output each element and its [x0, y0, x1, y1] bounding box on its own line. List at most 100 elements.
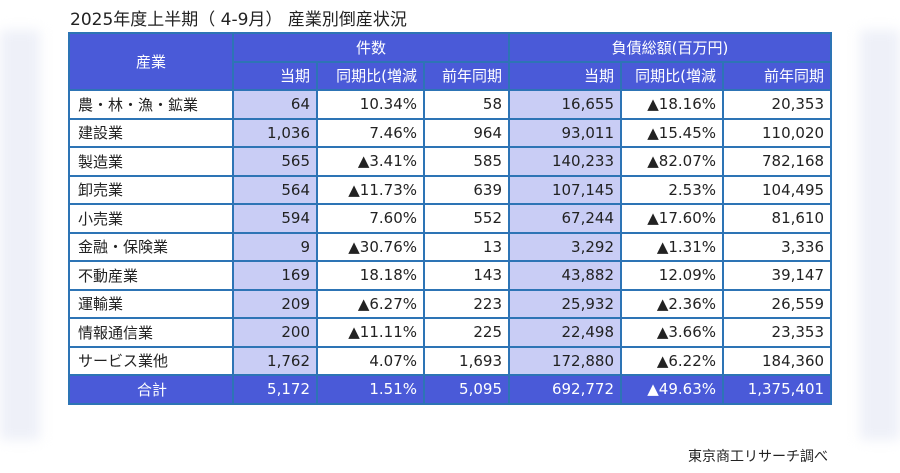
prev-debt-cell: 184,360 [721, 345, 833, 376]
bankruptcy-table: 産業 件数 負債総額(百万円) 当期 同期比(増減 前年同期 当期 同期比(増減 前年同期… [68, 32, 833, 405]
prev-debt-cell: 39,147 [721, 260, 833, 291]
current-count-cell: 564 [232, 174, 318, 205]
prev-debt-cell: 104,495 [721, 174, 833, 205]
industry-cell: 情報通信業 [68, 317, 234, 348]
prev-count-cell: 639 [423, 174, 510, 205]
prev-debt-cell: 1,375,401 [721, 374, 833, 405]
source-note: 東京商工リサーチ調べ [688, 449, 828, 465]
prev-count-cell: 552 [423, 203, 510, 234]
current-debt-cell: 3,292 [508, 231, 622, 262]
current-debt-cell: 93,011 [508, 117, 622, 148]
current-debt-cell: 43,882 [508, 260, 622, 291]
industry-cell: 金融・保険業 [68, 231, 234, 262]
header-prev-debt: 前年同期 [721, 60, 833, 91]
debt-yoy-cell: ▲2.36% [620, 288, 724, 319]
debt-yoy-cell: ▲1.31% [620, 231, 724, 262]
count-yoy-cell: 7.46% [316, 117, 425, 148]
debt-yoy-cell: ▲17.60% [620, 203, 724, 234]
count-yoy-cell: ▲30.76% [316, 231, 425, 262]
prev-count-cell: 223 [423, 288, 510, 319]
header-debt: 負債総額(百万円) [507, 32, 833, 63]
page-title: 2025年度上半期（ 4-9月） 産業別倒産状況 [70, 10, 407, 30]
industry-cell: 卸売業 [68, 174, 234, 205]
current-count-cell: 169 [232, 260, 318, 291]
prev-debt-cell: 782,168 [721, 146, 833, 177]
prev-count-cell: 964 [423, 117, 510, 148]
background-blur-left [0, 30, 40, 440]
background-blur-right [860, 30, 900, 440]
prev-debt-cell: 26,559 [721, 288, 833, 319]
industry-cell: 農・林・漁・鉱業 [68, 89, 234, 120]
prev-count-cell: 143 [423, 260, 510, 291]
current-debt-cell: 22,498 [508, 317, 622, 348]
debt-yoy-cell: 12.09% [620, 260, 724, 291]
total-row: 合計 5,172 1.51% 5,095 692,772 ▲49.63% 1,375,401 [68, 374, 833, 405]
count-yoy-cell: ▲6.27% [316, 288, 425, 319]
debt-yoy-cell: 2.53% [620, 174, 724, 205]
count-yoy-cell: 1.51% [316, 374, 425, 405]
header-prev-count: 前年同期 [423, 60, 510, 91]
count-yoy-cell: 4.07% [316, 345, 425, 376]
count-yoy-cell: 18.18% [316, 260, 425, 291]
table-row: サービス業他 1,762 4.07% 1,693 172,880 ▲6.22% 184,36… [68, 345, 833, 376]
prev-debt-cell: 20,353 [721, 89, 833, 120]
debt-yoy-cell: ▲82.07% [620, 146, 724, 177]
table-row: 不動産業 169 18.18% 143 43,882 12.09% 39,147 [68, 260, 833, 291]
header-count-yoy: 同期比(増減 [316, 60, 425, 91]
prev-debt-cell: 3,336 [721, 231, 833, 262]
industry-cell: サービス業他 [68, 345, 234, 376]
debt-yoy-cell: ▲6.22% [620, 345, 724, 376]
debt-yoy-cell: ▲15.45% [620, 117, 724, 148]
prev-count-cell: 585 [423, 146, 510, 177]
debt-yoy-cell: ▲18.16% [620, 89, 724, 120]
current-count-cell: 5,172 [232, 374, 318, 405]
current-debt-cell: 25,932 [508, 288, 622, 319]
debt-yoy-cell: ▲49.63% [620, 374, 724, 405]
industry-cell: 運輸業 [68, 288, 234, 319]
industry-cell: 小売業 [68, 203, 234, 234]
count-yoy-cell: 10.34% [316, 89, 425, 120]
header-count: 件数 [232, 32, 510, 63]
current-debt-cell: 692,772 [508, 374, 622, 405]
current-debt-cell: 67,244 [508, 203, 622, 234]
table-row: 小売業 594 7.60% 552 67,244 ▲17.60% 81,610 [68, 203, 833, 234]
industry-cell: 建設業 [68, 117, 234, 148]
prev-debt-cell: 81,610 [721, 203, 833, 234]
header-debt-yoy: 同期比(増減 [620, 60, 724, 91]
count-yoy-cell: ▲11.73% [316, 174, 425, 205]
industry-cell: 不動産業 [68, 260, 234, 291]
current-count-cell: 1,762 [232, 345, 318, 376]
current-debt-cell: 16,655 [508, 89, 622, 120]
current-count-cell: 200 [232, 317, 318, 348]
prev-count-cell: 5,095 [423, 374, 510, 405]
industry-cell: 製造業 [68, 146, 234, 177]
prev-debt-cell: 23,353 [721, 317, 833, 348]
header-current-debt: 当期 [508, 60, 622, 91]
current-debt-cell: 107,145 [508, 174, 622, 205]
count-yoy-cell: ▲3.41% [316, 146, 425, 177]
current-count-cell: 209 [232, 288, 318, 319]
prev-count-cell: 13 [423, 231, 510, 262]
current-count-cell: 594 [232, 203, 318, 234]
table-row: 製造業 565 ▲3.41% 585 140,233 ▲82.07% 782,168 [68, 146, 833, 177]
count-yoy-cell: ▲11.11% [316, 317, 425, 348]
prev-count-cell: 1,693 [423, 345, 510, 376]
table-row: 金融・保険業 9 ▲30.76% 13 3,292 ▲1.31% 3,336 [68, 231, 833, 262]
current-count-cell: 565 [232, 146, 318, 177]
prev-count-cell: 58 [423, 89, 510, 120]
industry-cell: 合計 [68, 374, 234, 405]
count-yoy-cell: 7.60% [316, 203, 425, 234]
table-row: 農・林・漁・鉱業 64 10.34% 58 16,655 ▲18.16% 20,353 [68, 89, 833, 120]
table-row: 建設業 1,036 7.46% 964 93,011 ▲15.45% 110,020 [68, 117, 833, 148]
current-debt-cell: 172,880 [508, 345, 622, 376]
header-current-count: 当期 [232, 60, 318, 91]
table-row: 卸売業 564 ▲11.73% 639 107,145 2.53% 104,495 [68, 174, 833, 205]
current-count-cell: 64 [232, 89, 318, 120]
table-row: 情報通信業 200 ▲11.11% 225 22,498 ▲3.66% 23,353 [68, 317, 833, 348]
current-count-cell: 9 [232, 231, 318, 262]
prev-count-cell: 225 [423, 317, 510, 348]
table-row: 運輸業 209 ▲6.27% 223 25,932 ▲2.36% 26,559 [68, 288, 833, 319]
debt-yoy-cell: ▲3.66% [620, 317, 724, 348]
header-industry: 産業 [68, 32, 234, 91]
current-count-cell: 1,036 [232, 117, 318, 148]
